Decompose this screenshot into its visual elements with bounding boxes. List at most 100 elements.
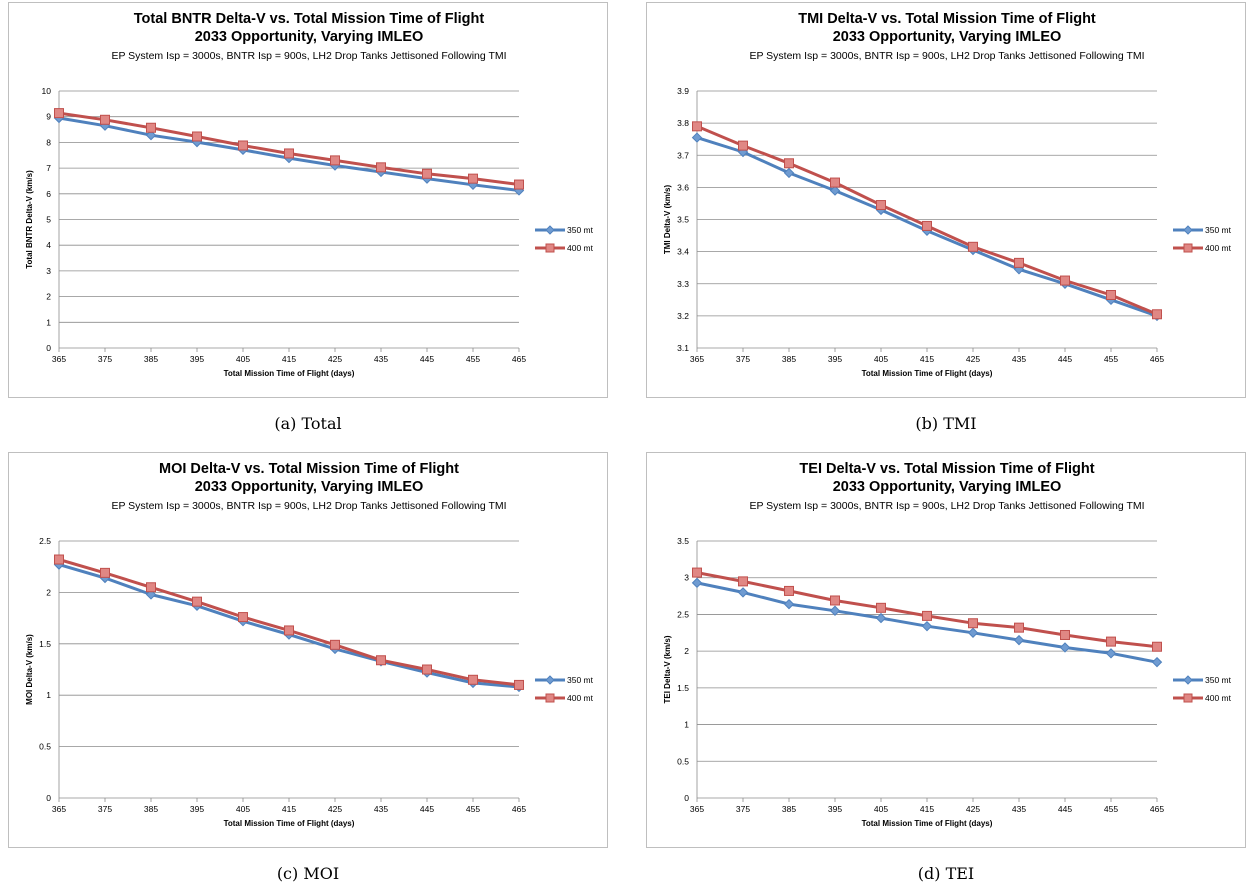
data-point bbox=[738, 576, 748, 587]
chart-caption: (b) TMI bbox=[915, 414, 977, 433]
x-tick-label: 405 bbox=[874, 354, 888, 364]
data-point bbox=[100, 114, 110, 125]
data-point bbox=[922, 220, 932, 231]
y-tick-label: 4 bbox=[46, 240, 51, 250]
x-tick-label: 445 bbox=[420, 354, 434, 364]
chart-title: MOI Delta-V vs. Total Mission Time of Fl… bbox=[159, 461, 459, 477]
legend-marker bbox=[545, 225, 555, 235]
data-point bbox=[54, 554, 64, 565]
data-point bbox=[830, 595, 840, 606]
x-tick-label: 455 bbox=[466, 354, 480, 364]
data-point bbox=[1151, 656, 1163, 668]
legend-label: 400 mt bbox=[1205, 693, 1232, 703]
y-axis-label: TMI Delta-V (km/s) bbox=[663, 184, 672, 254]
y-tick-label: 3.6 bbox=[677, 182, 689, 192]
data-point bbox=[1106, 636, 1116, 647]
x-tick-label: 435 bbox=[374, 354, 388, 364]
x-tick-label: 365 bbox=[52, 804, 66, 814]
x-tick-label: 375 bbox=[98, 804, 112, 814]
x-tick-label: 435 bbox=[1012, 804, 1026, 814]
data-point bbox=[1014, 622, 1024, 633]
data-point bbox=[1152, 309, 1162, 320]
data-point bbox=[238, 612, 248, 623]
data-point bbox=[829, 605, 841, 616]
data-point bbox=[1152, 641, 1162, 652]
data-point bbox=[1059, 642, 1071, 653]
chart-title-line2: 2033 Opportunity, Varying IMLEO bbox=[195, 479, 424, 495]
chart-caption: (c) MOI bbox=[276, 864, 340, 883]
data-point bbox=[830, 177, 840, 188]
x-tick-label: 465 bbox=[512, 804, 526, 814]
chart-moi-svg: MOI Delta-V vs. Total Mission Time of Fl… bbox=[25, 461, 594, 828]
chart-panel-moi: MOI Delta-V vs. Total Mission Time of Fl… bbox=[8, 452, 608, 892]
chart-title-line2: 2033 Opportunity, Varying IMLEO bbox=[833, 479, 1062, 495]
x-tick-label: 425 bbox=[328, 354, 342, 364]
chart-frame: TEI Delta-V vs. Total Mission Time of Fl… bbox=[646, 452, 1246, 848]
data-point bbox=[968, 241, 978, 252]
x-tick-label: 465 bbox=[512, 354, 526, 364]
legend-label: 400 mt bbox=[567, 693, 594, 703]
data-point bbox=[1060, 629, 1070, 640]
x-tick-label: 405 bbox=[874, 804, 888, 814]
x-tick-label: 455 bbox=[466, 804, 480, 814]
chart-subtitle: EP System Isp = 3000s, BNTR Isp = 900s, … bbox=[749, 500, 1144, 512]
x-tick-label: 365 bbox=[690, 354, 704, 364]
data-point bbox=[738, 140, 748, 151]
legend-label: 400 mt bbox=[1205, 243, 1232, 253]
chart-subtitle: EP System Isp = 3000s, BNTR Isp = 900s, … bbox=[749, 50, 1144, 62]
x-tick-label: 415 bbox=[920, 354, 934, 364]
data-point bbox=[54, 108, 64, 119]
y-tick-label: 0.5 bbox=[677, 756, 689, 766]
chart-frame: TMI Delta-V vs. Total Mission Time of Fl… bbox=[646, 2, 1246, 398]
series-line-400 bbox=[696, 124, 1158, 316]
data-point bbox=[284, 625, 294, 636]
x-tick-label: 465 bbox=[1150, 804, 1164, 814]
y-tick-label: 0.5 bbox=[39, 742, 51, 752]
x-tick-label: 435 bbox=[1012, 354, 1026, 364]
x-tick-label: 445 bbox=[1058, 804, 1072, 814]
data-point bbox=[691, 577, 703, 589]
y-tick-label: 1 bbox=[46, 317, 51, 327]
data-point bbox=[1106, 289, 1116, 300]
data-point bbox=[330, 639, 340, 650]
x-tick-label: 375 bbox=[736, 354, 750, 364]
data-point bbox=[192, 596, 202, 607]
x-tick-label: 415 bbox=[920, 804, 934, 814]
chart-title-line2: 2033 Opportunity, Varying IMLEO bbox=[195, 29, 424, 45]
y-tick-label: 0 bbox=[46, 793, 51, 803]
data-point bbox=[422, 168, 432, 179]
chart-panel-tmi: TMI Delta-V vs. Total Mission Time of Fl… bbox=[646, 2, 1246, 442]
x-tick-label: 415 bbox=[282, 354, 296, 364]
x-tick-label: 425 bbox=[966, 804, 980, 814]
chart-caption: (a) Total bbox=[274, 414, 342, 433]
data-point bbox=[330, 155, 340, 166]
chart-panel-total: Total BNTR Delta-V vs. Total Mission Tim… bbox=[8, 2, 608, 442]
chart-panel-tei: TEI Delta-V vs. Total Mission Time of Fl… bbox=[646, 452, 1246, 892]
x-tick-label: 365 bbox=[690, 804, 704, 814]
data-point bbox=[783, 598, 795, 610]
data-point bbox=[376, 162, 386, 173]
y-tick-label: 2 bbox=[46, 292, 51, 302]
chart-title-line2: 2033 Opportunity, Varying IMLEO bbox=[833, 29, 1062, 45]
x-tick-label: 455 bbox=[1104, 804, 1118, 814]
data-point bbox=[146, 122, 156, 133]
x-tick-label: 465 bbox=[1150, 354, 1164, 364]
y-axis-label: Total BNTR Delta-V (km/s) bbox=[25, 170, 34, 269]
y-tick-label: 1 bbox=[46, 690, 51, 700]
x-tick-label: 385 bbox=[782, 804, 796, 814]
data-point bbox=[468, 173, 478, 184]
data-point bbox=[875, 612, 887, 624]
y-tick-label: 0 bbox=[46, 343, 51, 353]
data-point bbox=[514, 179, 524, 190]
data-point bbox=[238, 140, 248, 151]
chart-title: TMI Delta-V vs. Total Mission Time of Fl… bbox=[798, 11, 1096, 27]
legend-marker bbox=[545, 243, 555, 253]
x-tick-label: 365 bbox=[52, 354, 66, 364]
data-point bbox=[692, 567, 702, 578]
data-point bbox=[737, 587, 749, 598]
x-tick-label: 445 bbox=[1058, 354, 1072, 364]
chart-total-svg: Total BNTR Delta-V vs. Total Mission Tim… bbox=[25, 11, 594, 378]
x-tick-label: 415 bbox=[282, 804, 296, 814]
data-point bbox=[1013, 634, 1025, 646]
y-tick-label: 3 bbox=[46, 266, 51, 276]
